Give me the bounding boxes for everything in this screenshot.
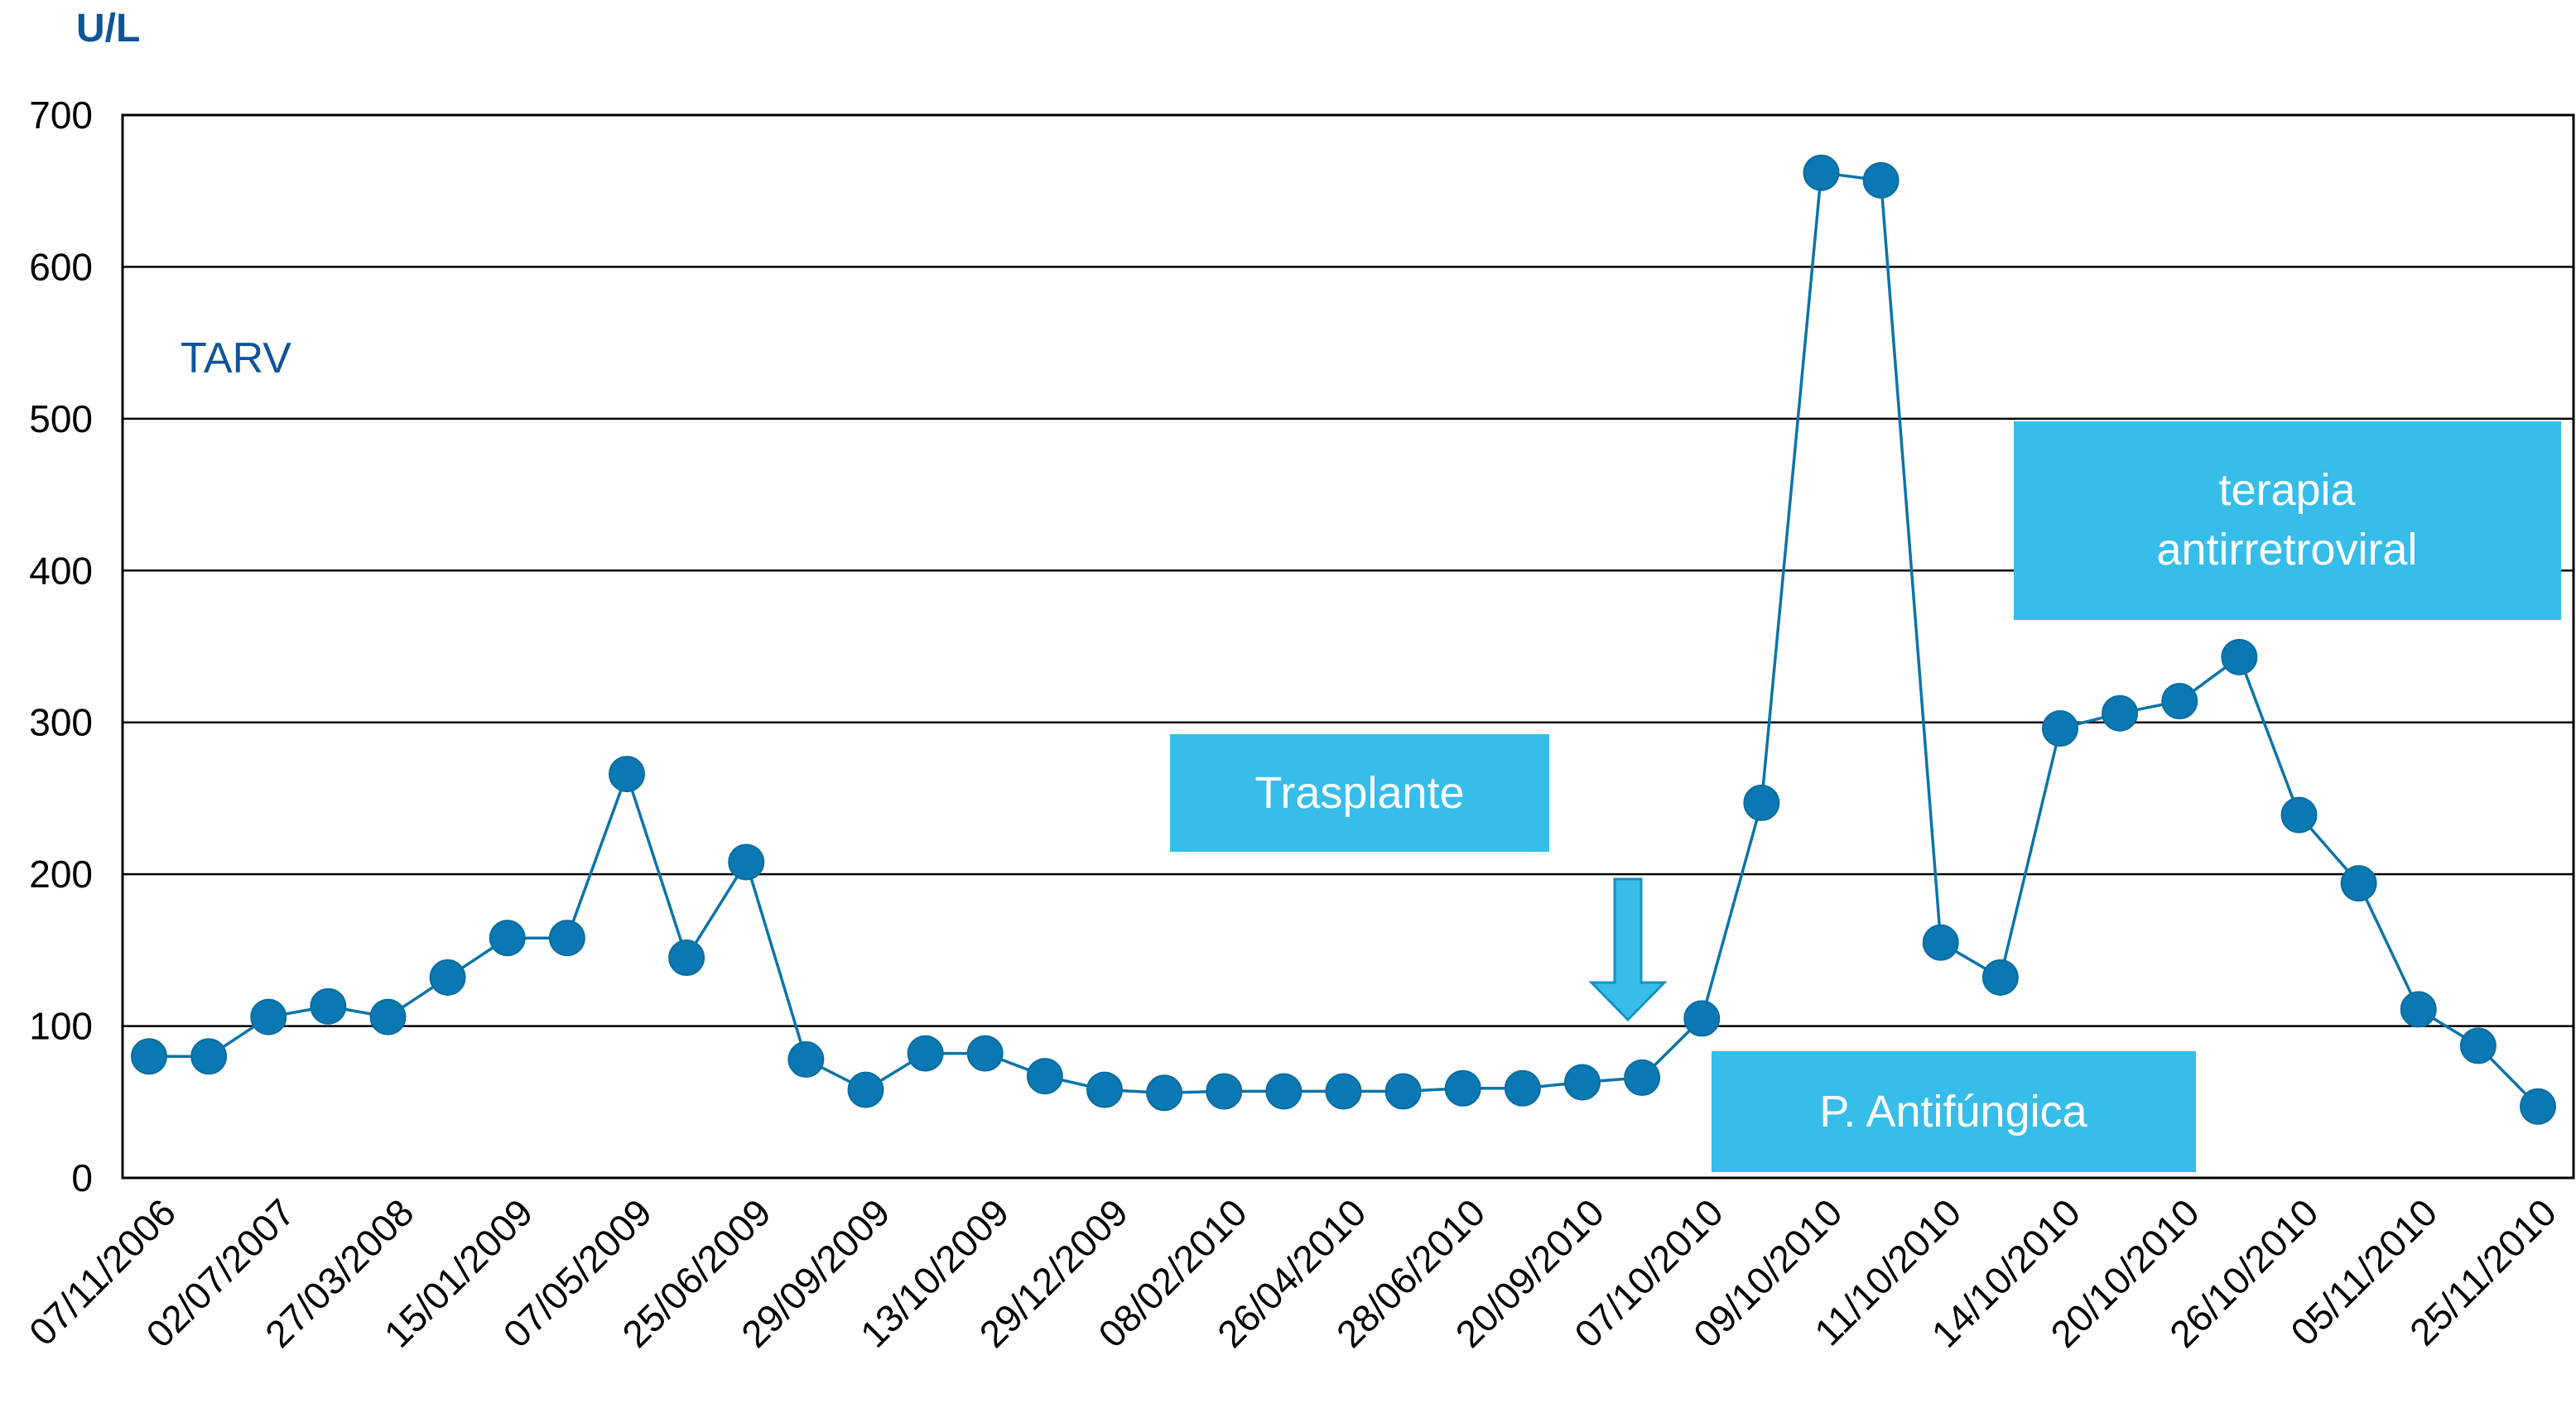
data-point (1146, 1074, 1183, 1112)
data-point (369, 998, 407, 1036)
y-tick-label: 200 (29, 853, 93, 896)
data-point (1564, 1064, 1601, 1101)
data-point (489, 920, 526, 957)
data-point (131, 1038, 167, 1075)
y-tick-label: 700 (29, 94, 93, 137)
trasplante-box (1170, 734, 1549, 852)
data-point (2400, 991, 2437, 1028)
data-point (250, 998, 287, 1036)
trasplante-arrow (1588, 877, 1668, 1022)
data-point (668, 939, 705, 977)
plot-frame (121, 113, 2575, 1180)
y-tick-label: 500 (29, 397, 93, 440)
data-point (548, 920, 585, 957)
antifungica-box (1712, 1051, 2196, 1172)
grid-lines (123, 266, 2574, 1027)
data-point (1683, 1000, 1721, 1037)
data-point (907, 1035, 944, 1072)
data-point (847, 1071, 884, 1108)
terapia-label-line1: terapia (2218, 465, 2356, 515)
y-tick-label: 0 (71, 1156, 93, 1199)
data-point (966, 1035, 1004, 1072)
data-point (787, 1040, 825, 1078)
data-point (429, 959, 466, 996)
terapia-box (2014, 421, 2561, 620)
data-point (2161, 683, 2198, 720)
data-point (2042, 710, 2078, 747)
data-point (1265, 1073, 1302, 1110)
y-tick-label: 100 (29, 1005, 93, 1048)
series-line-group (131, 154, 2556, 1125)
tarv-label: TARV (181, 334, 291, 382)
data-point (2459, 1027, 2497, 1064)
x-axis-ticks: 07/11/200602/07/200727/03/200815/01/2009… (21, 1190, 2564, 1356)
data-point (190, 1038, 228, 1075)
y-tick-label: 600 (29, 245, 93, 288)
series-line (149, 171, 2540, 1108)
data-point (2520, 1088, 2556, 1125)
data-point (2221, 638, 2258, 675)
terapia-label-line2: antirretroviral (2156, 525, 2417, 574)
data-point (2340, 865, 2377, 902)
data-point (1743, 784, 1780, 821)
data-point (310, 988, 347, 1025)
data-point (1862, 161, 1899, 199)
data-point (1981, 959, 2019, 996)
y-axis-unit: U/L (76, 7, 140, 50)
data-point (1206, 1073, 1243, 1110)
data-point (2102, 694, 2139, 732)
data-point (1444, 1069, 1481, 1107)
data-point (1086, 1071, 1123, 1108)
data-point (1624, 1059, 1661, 1096)
y-axis-ticks: 0 100 200 300 400 500 600 700 (29, 94, 93, 1199)
data-point (609, 756, 645, 793)
data-point (1325, 1073, 1362, 1110)
y-tick-label: 300 (29, 701, 93, 744)
data-point (1803, 154, 1840, 191)
data-point (1384, 1073, 1422, 1110)
antifungica-label: P. Antifúngica (1819, 1087, 2087, 1136)
data-point (728, 843, 765, 881)
y-tick-label: 400 (29, 549, 93, 592)
trasplante-label: Trasplante (1254, 768, 1464, 818)
data-point (1026, 1058, 1063, 1095)
data-point (1504, 1069, 1541, 1107)
data-point (1922, 924, 1959, 961)
data-point (2280, 796, 2318, 834)
